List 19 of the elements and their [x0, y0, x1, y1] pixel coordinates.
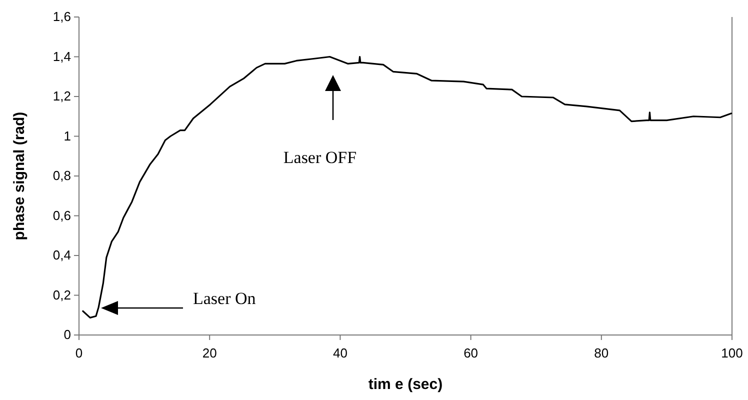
x-tick-label: 0 — [75, 345, 83, 360]
x-tick-label: 80 — [594, 345, 609, 360]
y-tick-label: 1,4 — [52, 48, 71, 64]
y-tick-label: 0,6 — [52, 208, 71, 223]
y-tick-label: 1,2 — [52, 88, 71, 104]
y-tick-label: 0 — [64, 327, 71, 342]
y-tick-label: 1 — [64, 128, 71, 144]
annotation: Laser OFF — [283, 148, 357, 167]
x-tick-label: 100 — [721, 345, 743, 360]
y-tick-label: 0,4 — [52, 248, 71, 263]
annotation: Laser On — [193, 289, 256, 308]
x-tick-label: 40 — [332, 345, 348, 360]
x-tick-label: 60 — [464, 345, 478, 360]
x-tick-label: 20 — [202, 345, 217, 360]
y-tick-label: 0,8 — [52, 168, 71, 184]
x-axis-title: tim e (sec) — [368, 376, 443, 393]
y-axis-title: phase signal (rad) — [11, 112, 28, 240]
y-tick-label: 1,6 — [52, 9, 71, 24]
y-tick-label: 0,2 — [52, 287, 71, 302]
